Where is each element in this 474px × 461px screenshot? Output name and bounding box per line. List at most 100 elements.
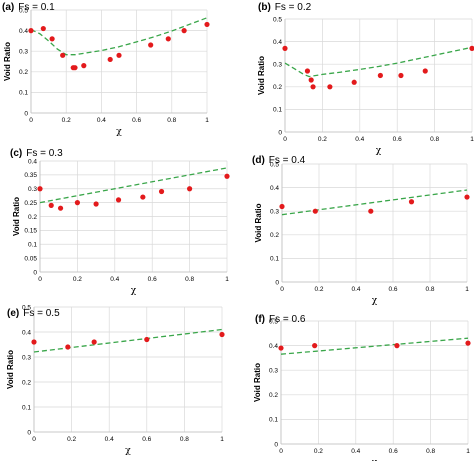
y-tick-label: 0.2 [19, 69, 28, 76]
y-axis-label: Void Ratio [6, 350, 15, 389]
y-axis-label: Void Ratio [253, 363, 262, 402]
data-point [279, 203, 285, 210]
x-tick-label: 0.2 [73, 276, 82, 283]
data-point [469, 45, 474, 51]
x-tick-label: 1 [205, 117, 209, 124]
data-point [465, 340, 471, 346]
x-tick-label: 0.4 [355, 136, 364, 143]
y-tick-label: 0.5 [22, 304, 31, 311]
x-tick-label: 0 [280, 286, 284, 293]
data-point [115, 197, 122, 203]
y-tick-label: 0.3 [270, 209, 279, 216]
x-tick-label: 0.2 [67, 436, 76, 443]
x-axis-label: χ [116, 127, 122, 137]
y-tick-label: 0.3 [19, 49, 28, 56]
data-point [148, 42, 154, 48]
x-tick-label: 0.2 [314, 286, 323, 293]
fit-line [280, 337, 469, 355]
x-axis-label: χ [125, 446, 131, 456]
data-point [368, 208, 374, 214]
data-point [394, 343, 400, 349]
x-tick-label: 0.8 [180, 436, 189, 443]
panel-title: (a) Fs = 0.1 [2, 2, 55, 13]
data-point [65, 344, 71, 350]
data-point [312, 343, 318, 349]
x-tick-label: 0.4 [97, 117, 106, 124]
y-tick-label: 0.3 [273, 62, 282, 69]
y-tick-label: 0.4 [273, 39, 282, 46]
fit-line [30, 17, 208, 56]
chart-panel: 0 0.1 0.2 0.3 0.4 0.5 0 0.2 0.4 0.6 0.8 1 (d) Fs = 0.… [252, 155, 470, 306]
panel-subtitle: Fs = 0.6 [269, 314, 306, 325]
data-point [158, 188, 165, 195]
y-tick-label: 0.35 [24, 172, 37, 179]
x-tick-label: 0.8 [185, 276, 194, 283]
y-tick-label: 0.5 [270, 161, 279, 168]
y-tick-label: 0.25 [24, 200, 37, 207]
y-tick-label: 0 [275, 279, 279, 286]
chart-panel: 0 0.1 0.2 0.3 0.4 0.5 0 0.2 0.4 0.6 0.8 1 (f) Fs = 0.… [253, 314, 471, 461]
y-tick-label: 0.2 [22, 379, 31, 386]
y-tick-label: 0.15 [24, 228, 37, 235]
panel-subtitle: Fs = 0.5 [23, 308, 60, 319]
fit-line [284, 46, 473, 78]
y-tick-label: 0.1 [28, 242, 37, 249]
y-axis-label: Void Ratio [254, 203, 263, 242]
y-tick-label: 0.5 [273, 16, 282, 23]
data-point [93, 201, 99, 207]
data-point [304, 68, 311, 74]
data-point [351, 79, 357, 85]
panel-subtitle: Fs = 0.1 [18, 2, 55, 13]
data-point [187, 186, 193, 192]
y-tick-label: 0.2 [273, 84, 282, 91]
data-point [48, 202, 54, 208]
data-point [422, 68, 428, 74]
y-tick-label: 0.1 [269, 417, 278, 424]
y-tick-label: 0.1 [19, 90, 28, 97]
data-point [37, 186, 43, 192]
data-point [91, 339, 97, 345]
y-tick-label: 0.2 [28, 214, 37, 221]
y-tick-label: 0.3 [28, 186, 37, 193]
x-tick-label: 1 [225, 276, 229, 283]
y-tick-label: 0.1 [270, 256, 279, 263]
y-tick-label: 0.5 [269, 318, 278, 325]
x-axis-label: χ [376, 146, 382, 156]
data-point [116, 52, 122, 58]
panel-title: (c) Fs = 0.3 [10, 148, 63, 159]
data-point [49, 36, 55, 42]
data-point [57, 205, 64, 211]
x-tick-label: 0 [32, 436, 36, 443]
x-tick-label: 0.6 [388, 286, 397, 293]
x-tick-label: 0.2 [318, 136, 327, 143]
y-axis-label: Void Ratio [257, 56, 266, 95]
panel-title: (d) Fs = 0.4 [252, 155, 306, 166]
data-point [165, 36, 171, 42]
x-axis-label: χ [372, 458, 378, 461]
data-point [140, 194, 146, 200]
panel-title: (f) Fs = 0.6 [255, 314, 306, 325]
y-tick-label: 0 [278, 129, 282, 136]
x-tick-label: 0.4 [110, 276, 119, 283]
panel-subtitle: Fs = 0.3 [26, 148, 63, 159]
data-point [224, 173, 230, 179]
panel-letter: (f) [255, 314, 265, 325]
panel-subtitle: Fs = 0.4 [269, 155, 306, 166]
x-tick-label: 0.2 [62, 117, 71, 124]
data-point [464, 194, 470, 200]
data-point [72, 65, 78, 71]
panel-letter: (d) [252, 155, 265, 166]
panel-letter: (a) [2, 2, 14, 13]
y-tick-label: 0 [27, 429, 31, 436]
data-point [278, 345, 284, 351]
chart-panel: 0 0.05 0.1 0.15 0.2 0.25 0.3 0.35 0.4 0 0.2 0.4 0.6 0… [10, 148, 230, 296]
data-point [107, 56, 113, 63]
data-point [31, 339, 37, 345]
y-tick-label: 0.4 [269, 343, 278, 350]
x-tick-label: 1 [220, 436, 224, 443]
chart-panel: 0 0.1 0.2 0.3 0.4 0.5 0 0.2 0.4 0.6 0.8 1 (a) Fs = 0.… [2, 2, 210, 137]
y-tick-label: 0.4 [270, 185, 279, 192]
x-tick-label: 0.4 [351, 286, 360, 293]
data-point [60, 52, 66, 58]
y-tick-label: 0.3 [22, 354, 31, 361]
